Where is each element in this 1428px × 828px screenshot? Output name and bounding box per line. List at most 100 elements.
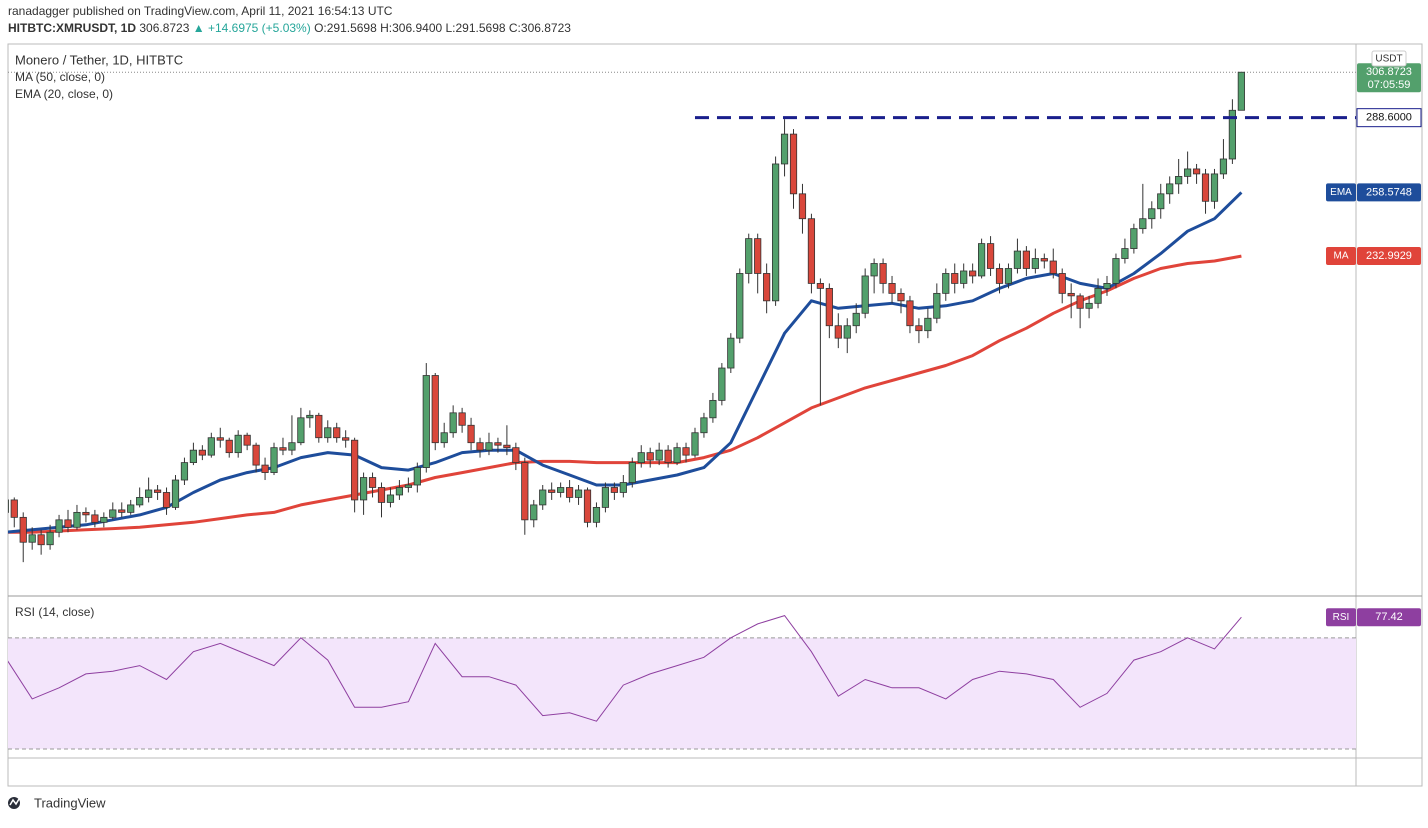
level-box (1356, 108, 1422, 128)
candle-body (798, 193, 807, 220)
candle-body (1148, 208, 1156, 220)
candle-body (279, 447, 287, 451)
chart-title: Monero / Tether, 1D, HITBTC (15, 52, 183, 67)
candle-body (727, 337, 735, 369)
candle-body (807, 218, 816, 284)
legend-ma: MA (50, close, 0) (15, 70, 105, 84)
candle-body (745, 238, 753, 274)
candle-body (1022, 250, 1030, 269)
candle-body (91, 514, 99, 523)
candle-body (924, 317, 932, 332)
candle-body (754, 238, 762, 274)
candle-body (995, 268, 1004, 284)
candle-body (951, 273, 959, 284)
candle-body (1013, 250, 1022, 269)
change: ▲ +14.6975 (+5.03%) (193, 21, 311, 35)
candle-body (315, 414, 323, 439)
candle-body (109, 509, 117, 518)
candle-body (333, 427, 341, 439)
candle-body (870, 263, 878, 277)
candle-body (771, 163, 780, 302)
candle-body (933, 292, 941, 319)
candle-body (189, 449, 198, 464)
candle-body (171, 479, 180, 508)
candle-body (324, 427, 332, 439)
candle-body (646, 452, 654, 461)
candle-body (1219, 158, 1228, 175)
candle-body (915, 325, 923, 332)
candle-body (37, 534, 45, 546)
candle-body (368, 477, 377, 488)
candle-body (413, 467, 421, 486)
candle-body (888, 283, 896, 294)
candle-body (1058, 273, 1066, 294)
candle-body (431, 375, 439, 444)
candle-body (162, 492, 171, 508)
last: 306.8723 (139, 21, 189, 35)
candle-body (834, 325, 842, 339)
candle-body (978, 243, 986, 277)
candle-body (153, 489, 162, 493)
candle-body (557, 487, 565, 493)
last-price-box (1357, 63, 1421, 93)
rsi-band-fill (8, 637, 1356, 749)
tag-name: RSI (1333, 612, 1350, 623)
candle-body (879, 263, 887, 284)
candle-body (637, 452, 645, 464)
candle-body (198, 449, 206, 456)
candle-body (1067, 292, 1075, 297)
candle-body (55, 519, 63, 533)
legend-ema: EMA (20, close, 0) (15, 87, 113, 101)
candle-body (565, 487, 574, 498)
candle-body (1237, 71, 1245, 111)
candle-body (897, 292, 905, 302)
candle-body (46, 531, 54, 546)
candle-body (1103, 283, 1111, 289)
candle-body (1139, 218, 1147, 230)
candle-body (180, 462, 189, 481)
candle-body (1175, 176, 1183, 185)
legend-rsi: RSI (14, close) (15, 605, 94, 619)
frame (7, 43, 1423, 787)
price-pane (8, 71, 1356, 563)
candle-body (861, 275, 869, 314)
candle-body (986, 243, 995, 269)
tag-name-box (1326, 608, 1356, 627)
candle-body (960, 270, 968, 284)
candle-body (82, 511, 90, 516)
candle-body (243, 434, 251, 446)
candle-body (628, 462, 636, 483)
candle-body (548, 489, 556, 493)
series-value-tag-box (1357, 183, 1421, 202)
candle-body (619, 482, 627, 493)
candle-body (342, 437, 350, 441)
tag-name: EMA (1330, 187, 1352, 198)
candle-body (216, 437, 224, 441)
candle-body (100, 516, 108, 523)
rsi-value-tag-box (1357, 608, 1421, 627)
candle-body (28, 534, 36, 543)
candle-body (359, 477, 368, 501)
candle-body (1228, 109, 1236, 160)
candle-body (1166, 183, 1174, 195)
candle-body (1085, 302, 1093, 309)
candle-body (19, 516, 27, 543)
candle-body (816, 283, 824, 289)
tag-name-box (1326, 247, 1356, 266)
candle-body (306, 414, 314, 419)
candle-body (592, 506, 601, 523)
candle-body (852, 312, 860, 327)
candle-body (780, 133, 789, 165)
symbol: HITBTC:XMRUSDT, 1D (8, 21, 136, 35)
candle-body (485, 442, 493, 451)
candle-body (449, 412, 457, 434)
candle-body (386, 494, 395, 503)
candle-body (843, 325, 851, 339)
candle-body (709, 399, 717, 419)
candle-body (73, 511, 81, 528)
candle-body (512, 447, 520, 464)
candle-body (530, 504, 538, 521)
candle-body (476, 442, 484, 451)
candle-body (1201, 173, 1210, 202)
candle-body (942, 273, 950, 294)
